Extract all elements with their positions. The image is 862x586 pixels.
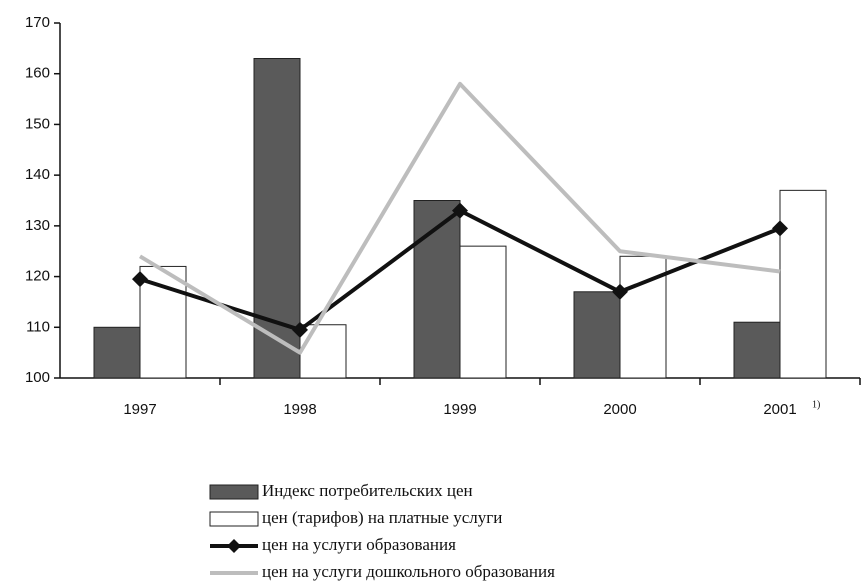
line	[138, 81, 781, 355]
x-tick-label: 2000	[603, 401, 636, 418]
legend-label: Индекс потребительских цен	[262, 481, 473, 500]
y-tick-label: 110	[26, 318, 50, 335]
bar	[733, 321, 781, 379]
legend-label: цен на услуги дошкольного образования	[262, 562, 555, 581]
y-tick-label: 130	[25, 217, 50, 234]
x-tick-label: 1999	[443, 401, 476, 418]
marker	[772, 220, 788, 237]
marker	[452, 202, 468, 219]
legend-marker	[227, 539, 241, 553]
bar	[779, 189, 827, 379]
marker	[132, 271, 148, 288]
legend-swatch	[209, 511, 259, 527]
x-tick-label: 2001	[763, 401, 796, 418]
legend-swatch	[209, 484, 259, 500]
bar	[299, 324, 347, 379]
y-tick-label: 150	[25, 115, 50, 132]
x-tick-label: 1998	[283, 401, 316, 418]
marker	[612, 283, 628, 300]
y-tick-label: 100	[25, 369, 50, 386]
marker	[292, 321, 308, 338]
bar	[253, 58, 301, 379]
footnote-marker: 1)	[812, 399, 820, 410]
bar	[93, 326, 141, 379]
legend-label: цен на услуги образования	[262, 535, 456, 554]
bar	[459, 245, 507, 379]
x-tick-label: 1997	[123, 401, 156, 418]
y-tick-label: 170	[25, 14, 50, 31]
y-tick-label: 140	[25, 166, 50, 183]
bar	[573, 291, 621, 379]
y-tick-label: 160	[25, 65, 50, 82]
legend-label: цен (тарифов) на платные услуги	[262, 508, 502, 527]
y-tick-label: 120	[25, 268, 50, 285]
